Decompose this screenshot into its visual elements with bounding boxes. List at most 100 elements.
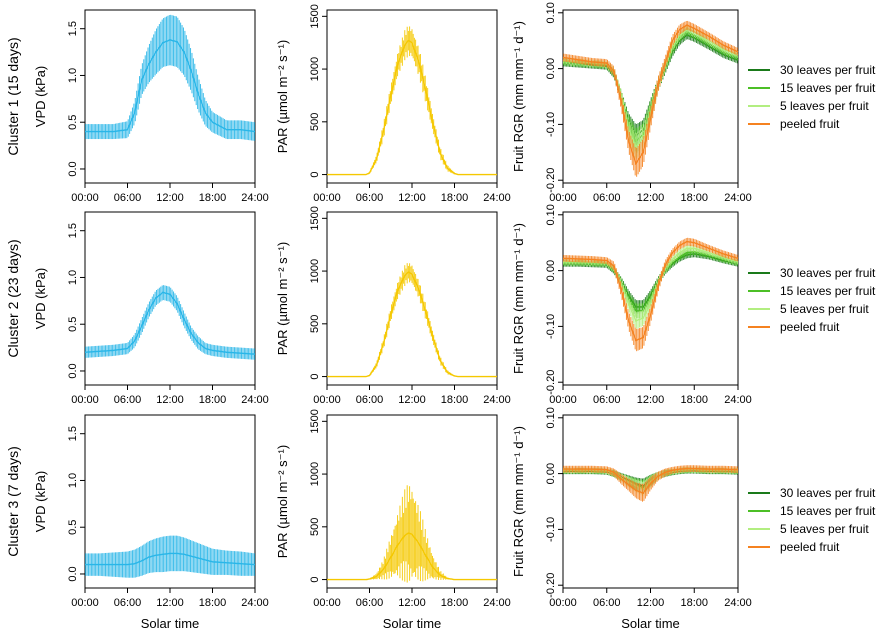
x-tick-label: 18:00 <box>199 394 227 406</box>
x-tick-label: 00:00 <box>313 597 341 609</box>
panel-vpd-row2: 00:00 06:00 12:00 18:00 24:00 0.0 0.5 1.0 1.5 VPD… <box>33 211 269 406</box>
mean-line <box>563 240 739 342</box>
y-tick-label: 0.0 <box>67 161 79 176</box>
x-tick-label: 18:00 <box>680 597 708 609</box>
panel-rgr-row2: 00:00 06:00 12:00 18:00 24:00 0.10 0.00 -0.10 -0… <box>511 204 876 406</box>
x-tick-label: 12:00 <box>156 192 184 204</box>
x-tick-label: 06:00 <box>593 597 621 609</box>
y-tick-label: 0 <box>309 576 321 582</box>
row-label-cluster-3: Cluster 3 (7 days) <box>5 446 21 556</box>
series-15-leaves-per-fruit <box>562 28 739 153</box>
y-axis-label: VPD (kPa) <box>33 66 48 127</box>
y-tick-label: 0.00 <box>545 260 557 281</box>
series-par <box>327 485 497 583</box>
y-axis-label: VPD (kPa) <box>33 471 48 532</box>
x-tick-label: 06:00 <box>356 597 384 609</box>
legend-label: 30 leaves per fruit <box>780 486 876 500</box>
legend: 30 leaves per fruit 15 leaves per fruit 5… <box>748 266 876 334</box>
plot-frame <box>84 211 256 386</box>
series-peeled-fruit <box>563 237 739 352</box>
y-tick-label: 1.5 <box>67 426 79 441</box>
x-axis-label: Solar time <box>141 616 200 631</box>
mean-line <box>85 552 255 566</box>
x-tick-label: 18:00 <box>441 394 469 406</box>
x-tick-label: 00:00 <box>549 597 577 609</box>
y-tick-label: 0.10 <box>545 204 557 225</box>
legend: 30 leaves per fruit 15 leaves per fruit 5… <box>748 486 876 554</box>
y-tick-label: 1.0 <box>67 270 79 285</box>
x-tick-label: 18:00 <box>680 192 708 204</box>
row-label-cluster-2: Cluster 2 (23 days) <box>5 239 21 357</box>
mean-line <box>84 291 255 355</box>
panel-vpd-row1: 00:00 06:00 12:00 18:00 24:00 0.0 0.5 1.0 1.5 VPD… <box>33 9 269 204</box>
x-tick-label: 24:00 <box>724 597 752 609</box>
x-axis-label: Solar time <box>621 616 680 631</box>
x-tick-label: 06:00 <box>356 192 384 204</box>
y-tick-label: 0 <box>309 171 321 177</box>
y-tick-label: 0.5 <box>67 115 79 130</box>
y-tick-label: -0.10 <box>545 314 557 339</box>
y-tick-label: -0.10 <box>545 112 557 137</box>
legend: 30 leaves per fruit 15 leaves per fruit 5… <box>748 63 876 131</box>
x-tick-label: 24:00 <box>483 394 511 406</box>
legend-label: peeled fruit <box>780 540 840 554</box>
panel-rgr-row1: 00:00 06:00 12:00 18:00 24:00 0.10 0.00 -0.10 -0… <box>511 2 876 204</box>
x-tick-label: 00:00 <box>313 192 341 204</box>
y-tick-label: 1500 <box>309 206 321 230</box>
y-tick-label: 0.5 <box>67 520 79 535</box>
x-tick-label: 06:00 <box>593 192 621 204</box>
plot-frame <box>562 9 739 184</box>
series-vpd <box>85 14 256 141</box>
y-tick-label: 1000 <box>309 462 321 486</box>
x-tick-label: 06:00 <box>114 394 142 406</box>
y-tick-label: 1000 <box>309 57 321 81</box>
x-tick-label: 12:00 <box>398 597 426 609</box>
y-tick-label: 0.10 <box>545 2 557 23</box>
mean-line <box>327 271 497 378</box>
x-tick-label: 12:00 <box>398 192 426 204</box>
mean-line <box>562 34 739 137</box>
y-tick-label: -0.20 <box>545 370 557 395</box>
legend-label: 5 leaves per fruit <box>780 99 869 113</box>
legend-label: 30 leaves per fruit <box>780 266 876 280</box>
mean-line <box>563 469 739 489</box>
y-tick-label: 1500 <box>309 4 321 28</box>
y-tick-label: 1.5 <box>67 223 79 238</box>
plot-frame <box>84 414 256 589</box>
y-tick-label: 1.5 <box>67 21 79 36</box>
legend-label: 5 leaves per fruit <box>780 522 869 536</box>
x-tick-label: 24:00 <box>241 192 269 204</box>
panel-rgr-row3: 00:00 06:00 12:00 18:00 24:00 0.10 0.00 -0.10 -0… <box>511 407 876 631</box>
series-vpd <box>85 535 255 578</box>
x-tick-label: 00:00 <box>549 192 577 204</box>
y-tick-label: 0.00 <box>545 463 557 484</box>
x-tick-label: 00:00 <box>549 394 577 406</box>
x-tick-label: 06:00 <box>114 597 142 609</box>
x-tick-label: 18:00 <box>441 597 469 609</box>
y-tick-label: 1000 <box>309 259 321 283</box>
y-tick-label: 0.0 <box>67 566 79 581</box>
x-axis-label: Solar time <box>383 616 442 631</box>
x-tick-label: 00:00 <box>71 394 99 406</box>
mean-line <box>563 253 739 308</box>
mean-line <box>327 39 497 176</box>
x-tick-label: 12:00 <box>156 394 184 406</box>
series-peeled-fruit <box>562 20 739 177</box>
plot-frame <box>84 9 256 184</box>
x-tick-label: 18:00 <box>441 192 469 204</box>
series-par <box>327 263 497 378</box>
y-tick-label: 500 <box>309 113 321 131</box>
legend-label: peeled fruit <box>780 320 840 334</box>
x-tick-label: 00:00 <box>71 597 99 609</box>
panel-par-row1: 00:00 06:00 12:00 18:00 24:00 0 500 1000 1500 PAR… <box>275 4 511 204</box>
x-tick-label: 12:00 <box>637 597 665 609</box>
panel-par-row3: 00:00 06:00 12:00 18:00 24:00 0 500 1000 1500 PAR… <box>275 409 511 631</box>
legend-label: 5 leaves per fruit <box>780 302 869 316</box>
x-tick-label: 00:00 <box>71 192 99 204</box>
legend-label: 30 leaves per fruit <box>780 63 876 77</box>
y-tick-label: 0.5 <box>67 317 79 332</box>
x-tick-label: 12:00 <box>156 597 184 609</box>
panel-par-row2: 00:00 06:00 12:00 18:00 24:00 0 500 1000 1500 PAR… <box>275 206 511 406</box>
y-tick-label: -0.20 <box>545 573 557 598</box>
